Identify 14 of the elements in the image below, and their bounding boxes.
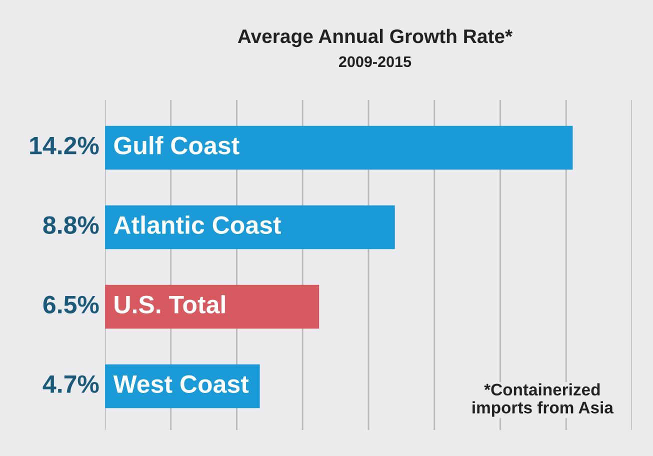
bar bbox=[105, 205, 395, 250]
y-tick-label: U.S. Total bbox=[114, 295, 225, 314]
bar bbox=[105, 284, 320, 329]
y-tick-label: Atlantic Coast bbox=[114, 216, 282, 234]
chart-title: Average Annual Growth Rate* bbox=[238, 28, 513, 48]
y-tick-label: Gulf Coast bbox=[114, 136, 240, 154]
annotation: *Containerized imports from Asia bbox=[472, 383, 614, 417]
y-tick-label: West Coast bbox=[113, 375, 249, 393]
data-label: 4.7% bbox=[42, 375, 99, 393]
data-label: 6.5% bbox=[43, 296, 99, 314]
bar bbox=[105, 126, 573, 170]
data-label: 14.2% bbox=[30, 136, 99, 154]
chart-subtitle: 2009-2015 bbox=[339, 56, 412, 68]
data-label: 8.8% bbox=[43, 216, 99, 234]
